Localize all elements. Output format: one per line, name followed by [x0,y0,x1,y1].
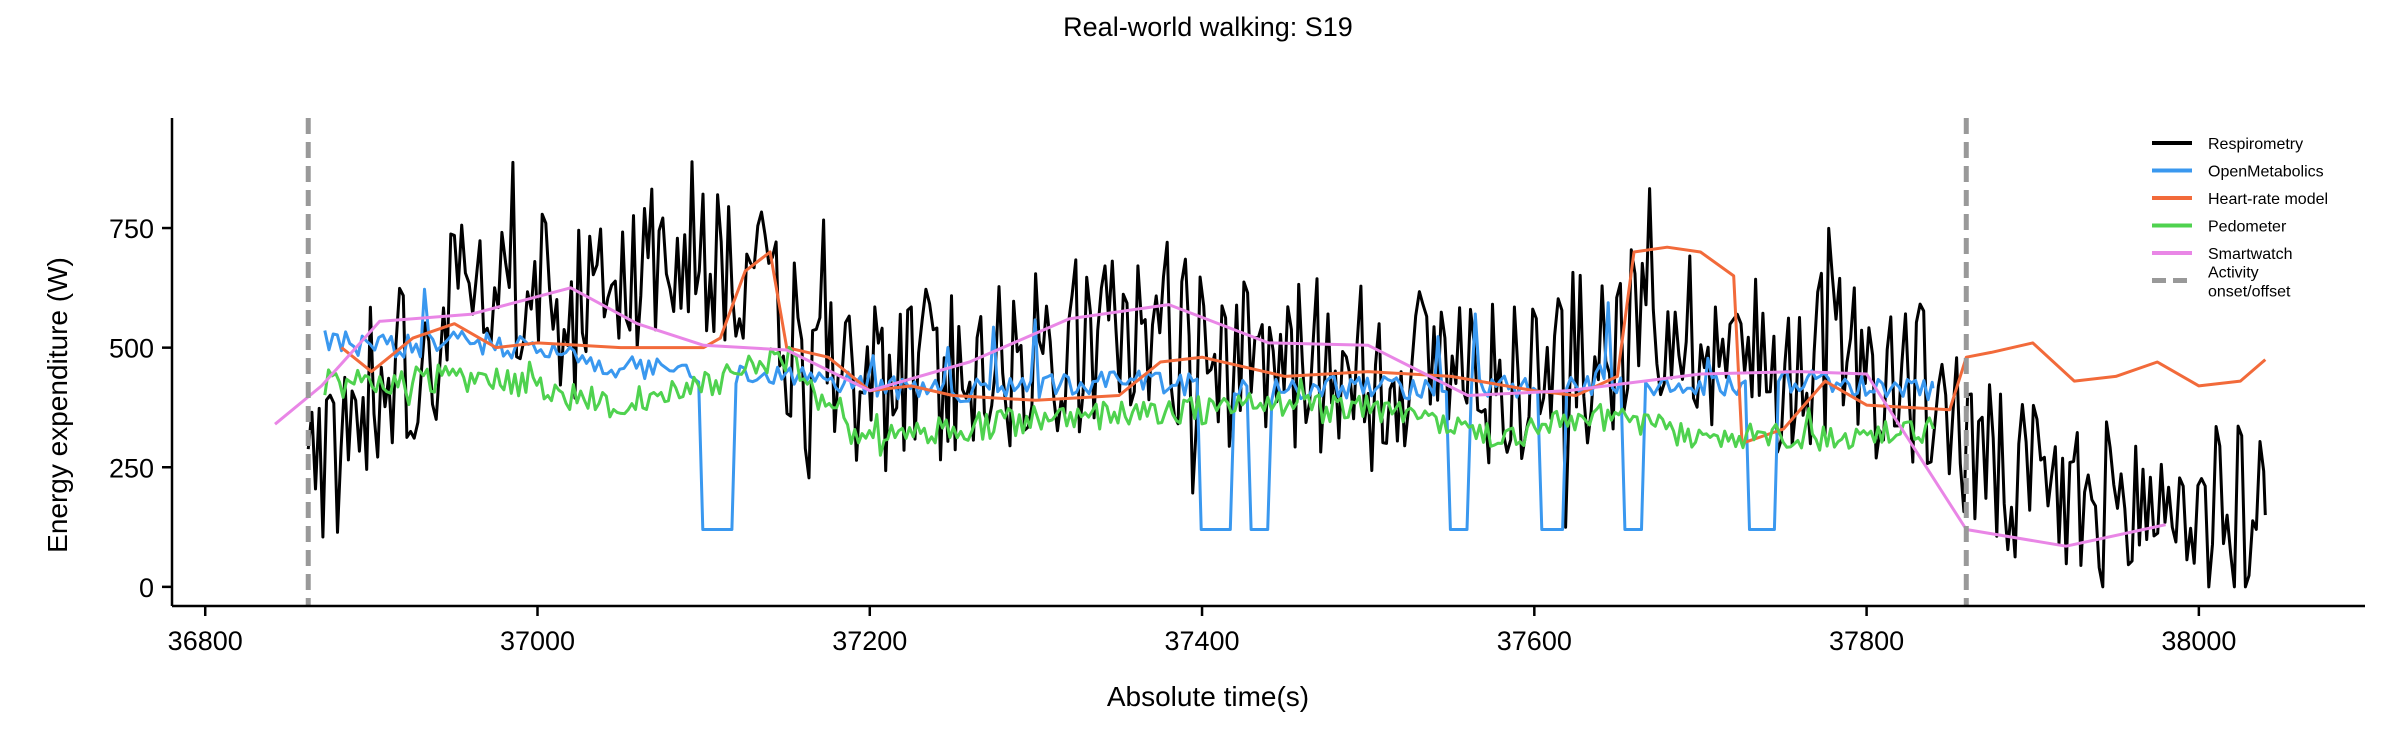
series-line-3 [323,345,1935,457]
series-line-4 [274,286,2166,548]
series-line-1 [323,287,1935,531]
legend-label-activity-0: Activity [2208,265,2259,282]
chart-title: Real-world walking: S19 [1063,12,1353,42]
legend-label-2: Heart-rate model [2208,191,2328,208]
y-tick-label-1: 250 [109,453,154,483]
x-tick-label-0: 36800 [168,626,243,656]
series-line-0 [306,160,2267,589]
plot-area [274,118,2267,606]
axes: 36800 37000 37200 37400 37600 37800 38000 0 250 5… [109,118,2365,656]
x-tick-label-3: 37400 [1164,626,1239,656]
legend-label-0: Respirometry [2208,136,2303,153]
legend-label-4: Smartwatch [2208,246,2292,263]
x-tick-label-6: 38000 [2161,626,2236,656]
x-tick-label-5: 37800 [1829,626,1904,656]
y-axis-label: Energy expenditure (W) [42,257,73,553]
x-tick-label-2: 37200 [832,626,907,656]
y-tick-label-2: 500 [109,334,154,364]
x-tick-label-1: 37000 [500,626,575,656]
y-tick-label-0: 0 [139,573,154,603]
legend-label-1: OpenMetabolics [2208,164,2324,181]
y-tick-label-3: 750 [109,214,154,244]
legend-label-3: Pedometer [2208,219,2287,236]
x-axis-label: Absolute time(s) [1107,681,1309,712]
x-tick-label-4: 37600 [1497,626,1572,656]
legend: Respirometry OpenMetabolics Heart-rate mod… [2152,136,2328,301]
legend-label-activity-1: onset/offset [2208,284,2291,301]
series-line-2 [340,245,2267,445]
